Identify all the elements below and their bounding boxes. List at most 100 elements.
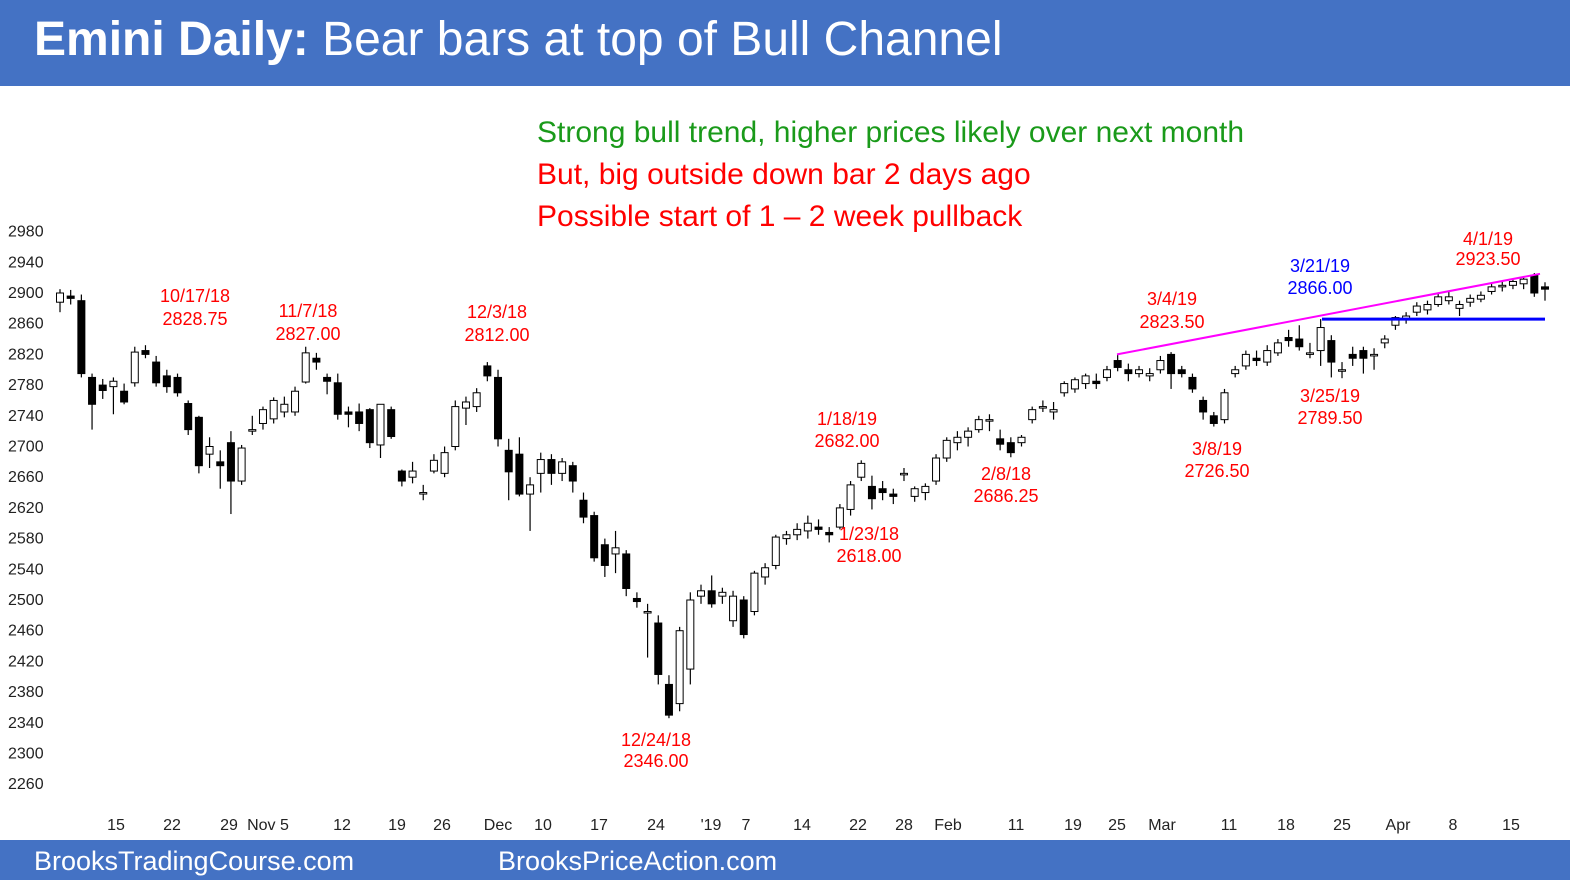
note-bull-trend: Strong bull trend, higher prices likely … (537, 116, 1245, 149)
candle-body (857, 462, 866, 478)
bull-channel-trendline (1116, 272, 1541, 356)
candle (718, 587, 727, 604)
candle-body (707, 590, 716, 605)
candle-body (1273, 342, 1282, 354)
candle (835, 504, 844, 530)
annotation-date: 3/25/19 (1300, 386, 1360, 406)
candle (579, 492, 588, 524)
candle-body (397, 470, 406, 482)
x-tick-label: 28 (895, 817, 913, 834)
candle (291, 386, 300, 416)
candle (162, 369, 171, 393)
x-tick-label: 19 (388, 817, 406, 834)
candle-body (291, 390, 300, 413)
candle-body (750, 572, 759, 613)
annotation-price: 2618.00 (836, 546, 901, 566)
candle-body (611, 547, 620, 555)
candle (109, 377, 118, 415)
candle (803, 515, 812, 539)
candle-body (974, 419, 983, 431)
candle-body (333, 382, 342, 415)
x-tick-label: Nov 5 (247, 817, 289, 834)
candle-body (632, 597, 641, 603)
candle-body (579, 499, 588, 518)
candle (1455, 300, 1464, 317)
candle (1113, 354, 1122, 372)
candle-body (1338, 369, 1347, 372)
x-tick-label: 29 (220, 817, 238, 834)
candle (536, 452, 545, 493)
candle (98, 378, 107, 399)
candle (494, 369, 503, 447)
candle (1327, 335, 1336, 378)
page-title: Emini Daily: Bear bars at top of Bull Ch… (34, 12, 1002, 67)
candle-body (1135, 369, 1144, 375)
candle-body (814, 526, 823, 530)
candle-body (729, 595, 738, 622)
candle-body (1412, 305, 1421, 313)
reference-lines (1116, 272, 1545, 356)
candle-body (718, 591, 727, 597)
footer-right-link[interactable]: BrooksPriceAction.com (498, 846, 778, 876)
candle (365, 408, 374, 449)
candle (515, 437, 524, 497)
candle-body (1498, 284, 1507, 288)
candle-body (1102, 369, 1111, 378)
x-tick-label: Apr (1386, 817, 1412, 834)
x-tick-label: 8 (1449, 817, 1458, 834)
y-tick-label: 2340 (8, 715, 44, 732)
candle (686, 592, 695, 685)
candle (825, 527, 834, 543)
candle (1028, 406, 1037, 424)
candle-body (600, 544, 609, 566)
candle-body (66, 295, 75, 299)
candle-body (536, 459, 545, 474)
candle (333, 373, 342, 420)
candle (675, 626, 684, 712)
candle (568, 461, 577, 493)
y-tick-label: 2300 (8, 746, 44, 763)
candle (77, 294, 86, 378)
candle-body (216, 461, 225, 467)
candle-body (739, 599, 748, 636)
candle (1498, 281, 1507, 292)
annotation-labels: 10/17/18 2828.75 11/7/18 2827.00 12/3/18 2812… (160, 229, 1521, 771)
candle (867, 475, 876, 510)
candle-body (141, 350, 150, 355)
footer-left-link[interactable]: BrooksTradingCourse.com (34, 846, 355, 876)
y-tick-label: 2860 (8, 316, 44, 333)
candle (910, 486, 919, 502)
candle-body (1444, 296, 1453, 302)
candle (793, 523, 802, 541)
candle (56, 289, 64, 313)
candle (643, 603, 652, 658)
candle-body (344, 411, 353, 415)
candle-body (590, 515, 599, 559)
candle (1006, 437, 1015, 458)
candle (932, 454, 941, 485)
candle-body (1391, 317, 1400, 326)
annotation-date: 3/8/19 (1192, 439, 1242, 459)
x-tick-label: 11 (1221, 817, 1238, 834)
candle (590, 511, 599, 562)
candle-body (697, 590, 706, 597)
candle (899, 467, 908, 482)
candle-body (878, 488, 887, 494)
candle (632, 592, 641, 608)
candle-body (1370, 353, 1379, 357)
candle (985, 414, 994, 432)
candle (1423, 300, 1432, 315)
candle-body (376, 403, 385, 446)
x-tick-label: 19 (1064, 817, 1082, 834)
candle (397, 469, 406, 487)
x-tick-label: 7 (742, 817, 751, 834)
candle (942, 437, 951, 462)
annotation-date: 12/24/18 (621, 730, 691, 750)
y-tick-label: 2500 (8, 592, 44, 609)
candle (1487, 283, 1496, 295)
y-tick-label: 2540 (8, 561, 44, 578)
annotation-date: 12/3/18 (467, 302, 527, 322)
candle-body (899, 472, 908, 476)
candle-body (1177, 369, 1186, 375)
candle-body (461, 401, 470, 409)
